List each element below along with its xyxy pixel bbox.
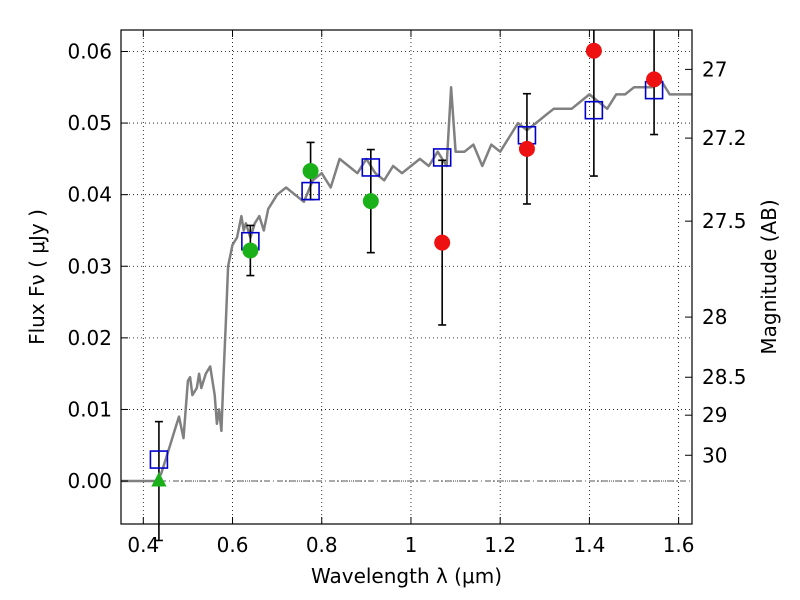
y-tick-label: 0.03 bbox=[67, 254, 112, 278]
y2-tick-label: 27.2 bbox=[702, 126, 747, 150]
observed-points bbox=[151, 42, 663, 487]
y-tick-label: 0.06 bbox=[67, 39, 112, 63]
y2-tick-label: 30 bbox=[702, 443, 727, 467]
observed-upper-limit-triangle bbox=[151, 472, 167, 487]
y2-tick-label: 28.5 bbox=[702, 365, 747, 389]
y2-axis-ticks: 27 27.2 27.5 28 28.5 29 30 bbox=[685, 57, 747, 467]
x-tick-label: 1 bbox=[405, 533, 418, 557]
plot-frame bbox=[120, 29, 693, 525]
y2-tick-label: 27.5 bbox=[702, 209, 747, 233]
x-axis-ticks: 0.4 0.6 0.8 1 1.2 1.4 1.6 bbox=[127, 30, 695, 557]
y2-tick-label: 28 bbox=[702, 305, 727, 329]
x-tick-label: 1.6 bbox=[663, 533, 695, 557]
grid bbox=[121, 30, 692, 524]
y-tick-label: 0.01 bbox=[67, 397, 112, 421]
model-photometry-square bbox=[361, 158, 381, 177]
observed-flux-point bbox=[646, 71, 663, 88]
observed-flux-point bbox=[434, 234, 451, 251]
model-photometry-square bbox=[584, 100, 604, 120]
x-tick-label: 1.4 bbox=[573, 533, 605, 557]
y2-axis-label: Magnitude (AB) bbox=[757, 199, 781, 354]
model-spectrum-line bbox=[121, 78, 692, 483]
model-spectrum bbox=[121, 78, 692, 483]
x-tick-label: 0.6 bbox=[217, 533, 249, 557]
y-tick-label: 0.05 bbox=[67, 111, 112, 135]
observed-flux-point bbox=[362, 193, 379, 210]
error-bars bbox=[154, 30, 659, 542]
y-tick-label: 0.00 bbox=[67, 469, 112, 493]
y-tick-label: 0.04 bbox=[67, 183, 112, 207]
y-axis-label: Flux Fν ( μJy ) bbox=[25, 209, 49, 345]
observed-flux-point bbox=[585, 42, 602, 59]
x-tick-label: 0.8 bbox=[306, 533, 338, 557]
x-tick-label: 1.2 bbox=[484, 533, 516, 557]
observed-flux-point bbox=[242, 242, 259, 259]
model-photometry-square bbox=[432, 148, 452, 167]
y2-tick-label: 29 bbox=[702, 403, 727, 427]
observed-flux-point bbox=[518, 140, 535, 157]
observed-flux-point bbox=[302, 163, 319, 180]
y-tick-label: 0.02 bbox=[67, 326, 112, 350]
x-tick-label: 0.4 bbox=[127, 533, 159, 557]
y-axis-ticks: 0.00 0.01 0.02 0.03 0.04 0.05 0.06 bbox=[67, 39, 128, 493]
y2-tick-label: 27 bbox=[702, 57, 727, 81]
x-axis-label: Wavelength λ (μm) bbox=[311, 564, 502, 588]
model-photometry-square bbox=[149, 450, 169, 469]
model-photometry-square bbox=[301, 181, 320, 201]
